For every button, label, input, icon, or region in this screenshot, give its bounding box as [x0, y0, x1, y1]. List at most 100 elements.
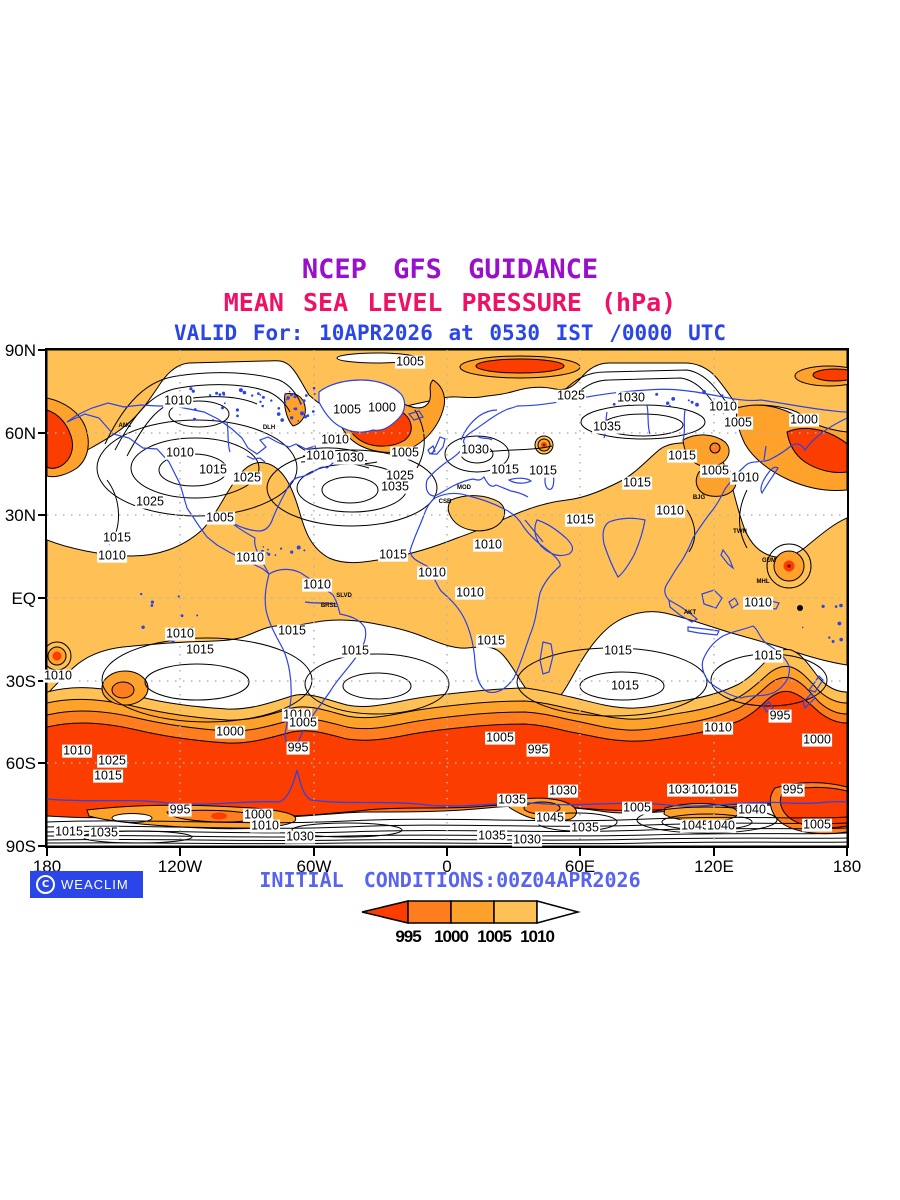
- isobar-label: 1015: [622, 475, 652, 490]
- lat-label: 30N: [4, 506, 36, 525]
- lat-label: 90N: [4, 341, 36, 360]
- isobar-label: 1015: [198, 462, 228, 477]
- isobar-label: 1025: [97, 753, 127, 768]
- isobar-label: 1035: [89, 825, 119, 840]
- isobar-label: 995: [526, 742, 550, 757]
- isobar-label: 1005: [395, 354, 425, 369]
- isobar-label: 1015: [603, 643, 633, 658]
- valid-time-line: VALID For: 10APR2026 at 0530 IST /0000 U…: [173, 321, 726, 345]
- isobar-label: 1015: [185, 642, 215, 657]
- lat-tick: [38, 432, 45, 434]
- isobar-label: 1045: [680, 818, 710, 833]
- isobar-label: 1030: [548, 783, 578, 798]
- isobar-label: 1015: [93, 768, 123, 783]
- legend-label: 1005: [477, 927, 512, 946]
- isobar-label: 1030: [667, 782, 697, 797]
- isobar-label: 1015: [378, 547, 408, 562]
- isobar-label: 1010: [62, 743, 92, 758]
- lon-tick: [179, 848, 181, 856]
- isobar-label: 1010: [455, 585, 485, 600]
- isobar-label: 1005: [700, 463, 730, 478]
- lat-tick: [38, 597, 45, 599]
- legend-label: 995: [395, 927, 421, 946]
- isobar-label: 1010: [163, 393, 193, 408]
- isobar-label: 995: [781, 782, 805, 797]
- isobar-label: 1015: [610, 678, 640, 693]
- isobar-label: 1015: [667, 448, 697, 463]
- station-code-label: TWN: [733, 529, 747, 535]
- station-code-label: BRSL: [320, 603, 338, 609]
- isobar-label: 1015: [102, 530, 132, 545]
- isobar-label: 995: [768, 708, 792, 723]
- lat-tick: [38, 680, 45, 682]
- isobar-label: 1005: [622, 800, 652, 815]
- isobar-label: 1010: [743, 595, 773, 610]
- isobar-label: 1010: [97, 548, 127, 563]
- isobar-label: 1005: [485, 730, 515, 745]
- isobar-label: 1000: [802, 732, 832, 747]
- isobar-label: 1030: [285, 829, 315, 844]
- legend-label: 1000: [434, 927, 469, 946]
- isobar-label: 1000: [243, 807, 273, 822]
- lat-label: EQ: [11, 589, 36, 608]
- isobar-label: 995: [168, 802, 192, 817]
- legend-segment: [407, 900, 452, 924]
- station-code-label: CSB: [438, 499, 452, 505]
- isobar-label: 1010: [43, 668, 73, 683]
- map-frame: ANC DLH GUM TWN MHL BJG SLVD BRSL AKT MOD CSB 1005…: [43, 348, 849, 848]
- lon-label: 180: [832, 857, 862, 876]
- legend-colorbar: [361, 900, 581, 924]
- isobar-label: 1015: [340, 643, 370, 658]
- isobar-label: 1035: [497, 792, 527, 807]
- legend-label: 1010: [520, 927, 555, 946]
- isobar-label: 1010: [655, 503, 685, 518]
- isobar-label: 1000: [367, 400, 397, 415]
- station-code-label: SLVD: [336, 593, 352, 599]
- pressure-legend: 995 1000 1005 1010: [358, 898, 582, 946]
- station-code-label: ANC: [118, 423, 132, 429]
- isobar-label: 995: [286, 740, 310, 755]
- lon-tick: [313, 848, 315, 856]
- isobar-label: 1035: [592, 419, 622, 434]
- isobar-label: 1010: [730, 470, 760, 485]
- isobar-label: 1030: [335, 450, 365, 465]
- station-code-label: MOD: [457, 485, 471, 491]
- isobar-label: 1015: [476, 633, 506, 648]
- lon-tick: [446, 848, 448, 856]
- isobar-label: 1035: [477, 828, 507, 843]
- isobar-label: 1010: [305, 448, 335, 463]
- lon-tick: [713, 848, 715, 856]
- lat-label: 60N: [4, 424, 36, 443]
- isobar-label: 1025: [135, 494, 165, 509]
- gridline-layer: [47, 350, 847, 846]
- lat-label: 60S: [5, 754, 36, 773]
- station-code-label: MHL: [756, 579, 770, 585]
- isobar-label: 1015: [490, 462, 520, 477]
- isobar-label: 1010: [302, 577, 332, 592]
- isobar-label: 1005: [723, 415, 753, 430]
- isobar-label: 1000: [789, 412, 819, 427]
- weaclim-credit-badge[interactable]: C WEACLIM: [30, 871, 143, 898]
- lon-label: 60E: [564, 857, 596, 876]
- isobar-label: 1010: [708, 399, 738, 414]
- lon-label: 60W: [296, 857, 332, 876]
- lon-label: 120E: [694, 857, 734, 876]
- isobar-label: 1035: [380, 479, 410, 494]
- isobar-label: 1005: [288, 715, 318, 730]
- lat-tick: [38, 514, 45, 516]
- island-speckle-layer: [140, 386, 843, 643]
- isobar-label-layer: 1005 1010 1005 1000 1025 1030 1035 1010 1005 1000…: [43, 350, 847, 847]
- initial-conditions-line: INITIAL CONDITIONS:00Z04APR2026: [259, 868, 641, 892]
- isobar-label: 1010: [417, 565, 447, 580]
- isobar-label: 1025: [556, 388, 586, 403]
- legend-segment: [450, 900, 495, 924]
- isobar-label: 1010: [165, 626, 195, 641]
- isobar-label: 1015: [528, 463, 558, 478]
- isobar-label: 1000: [215, 724, 245, 739]
- isobar-label: 1010: [165, 445, 195, 460]
- isobar-label: 1010: [703, 720, 733, 735]
- legend-segment: [493, 900, 538, 924]
- isobar-label: 1015: [277, 623, 307, 638]
- isobar-label: 1005: [205, 510, 235, 525]
